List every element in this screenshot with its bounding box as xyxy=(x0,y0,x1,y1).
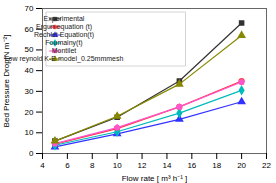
svg-text:Flow rate [ m³ h⁻¹ ]: Flow rate [ m³ h⁻¹ ] xyxy=(122,174,188,183)
svg-text:14: 14 xyxy=(162,161,171,170)
svg-text:60: 60 xyxy=(25,25,34,34)
svg-text:10: 10 xyxy=(25,128,34,137)
svg-text:Bed Pressure Drop[N m⁻²]: Bed Pressure Drop[N m⁻²] xyxy=(2,35,11,128)
svg-text:Rechlet Equation(t): Rechlet Equation(t) xyxy=(34,31,94,39)
svg-text:8: 8 xyxy=(90,161,95,170)
svg-text:Ergun equation (t): Ergun equation (t) xyxy=(36,23,92,31)
svg-text:Low reynold K-E model_0.25mmme: Low reynold K-E model_0.25mmmesh xyxy=(5,55,124,63)
svg-text:40: 40 xyxy=(25,66,34,75)
svg-text:12: 12 xyxy=(138,161,147,170)
svg-text:4: 4 xyxy=(40,161,45,170)
svg-text:Foumainy(t): Foumainy(t) xyxy=(45,39,82,47)
svg-text:50: 50 xyxy=(25,45,34,54)
svg-text:20: 20 xyxy=(25,108,34,117)
svg-text:22: 22 xyxy=(262,161,271,170)
svg-text:16: 16 xyxy=(187,161,196,170)
svg-text:30: 30 xyxy=(25,87,34,96)
svg-text:6: 6 xyxy=(65,161,70,170)
svg-text:Montilet: Montilet xyxy=(52,47,77,54)
svg-text:Experimental: Experimental xyxy=(44,15,85,23)
svg-text:70: 70 xyxy=(25,4,34,13)
svg-text:0: 0 xyxy=(29,149,34,158)
svg-text:18: 18 xyxy=(212,161,221,170)
svg-text:10: 10 xyxy=(113,161,122,170)
svg-text:20: 20 xyxy=(237,161,246,170)
